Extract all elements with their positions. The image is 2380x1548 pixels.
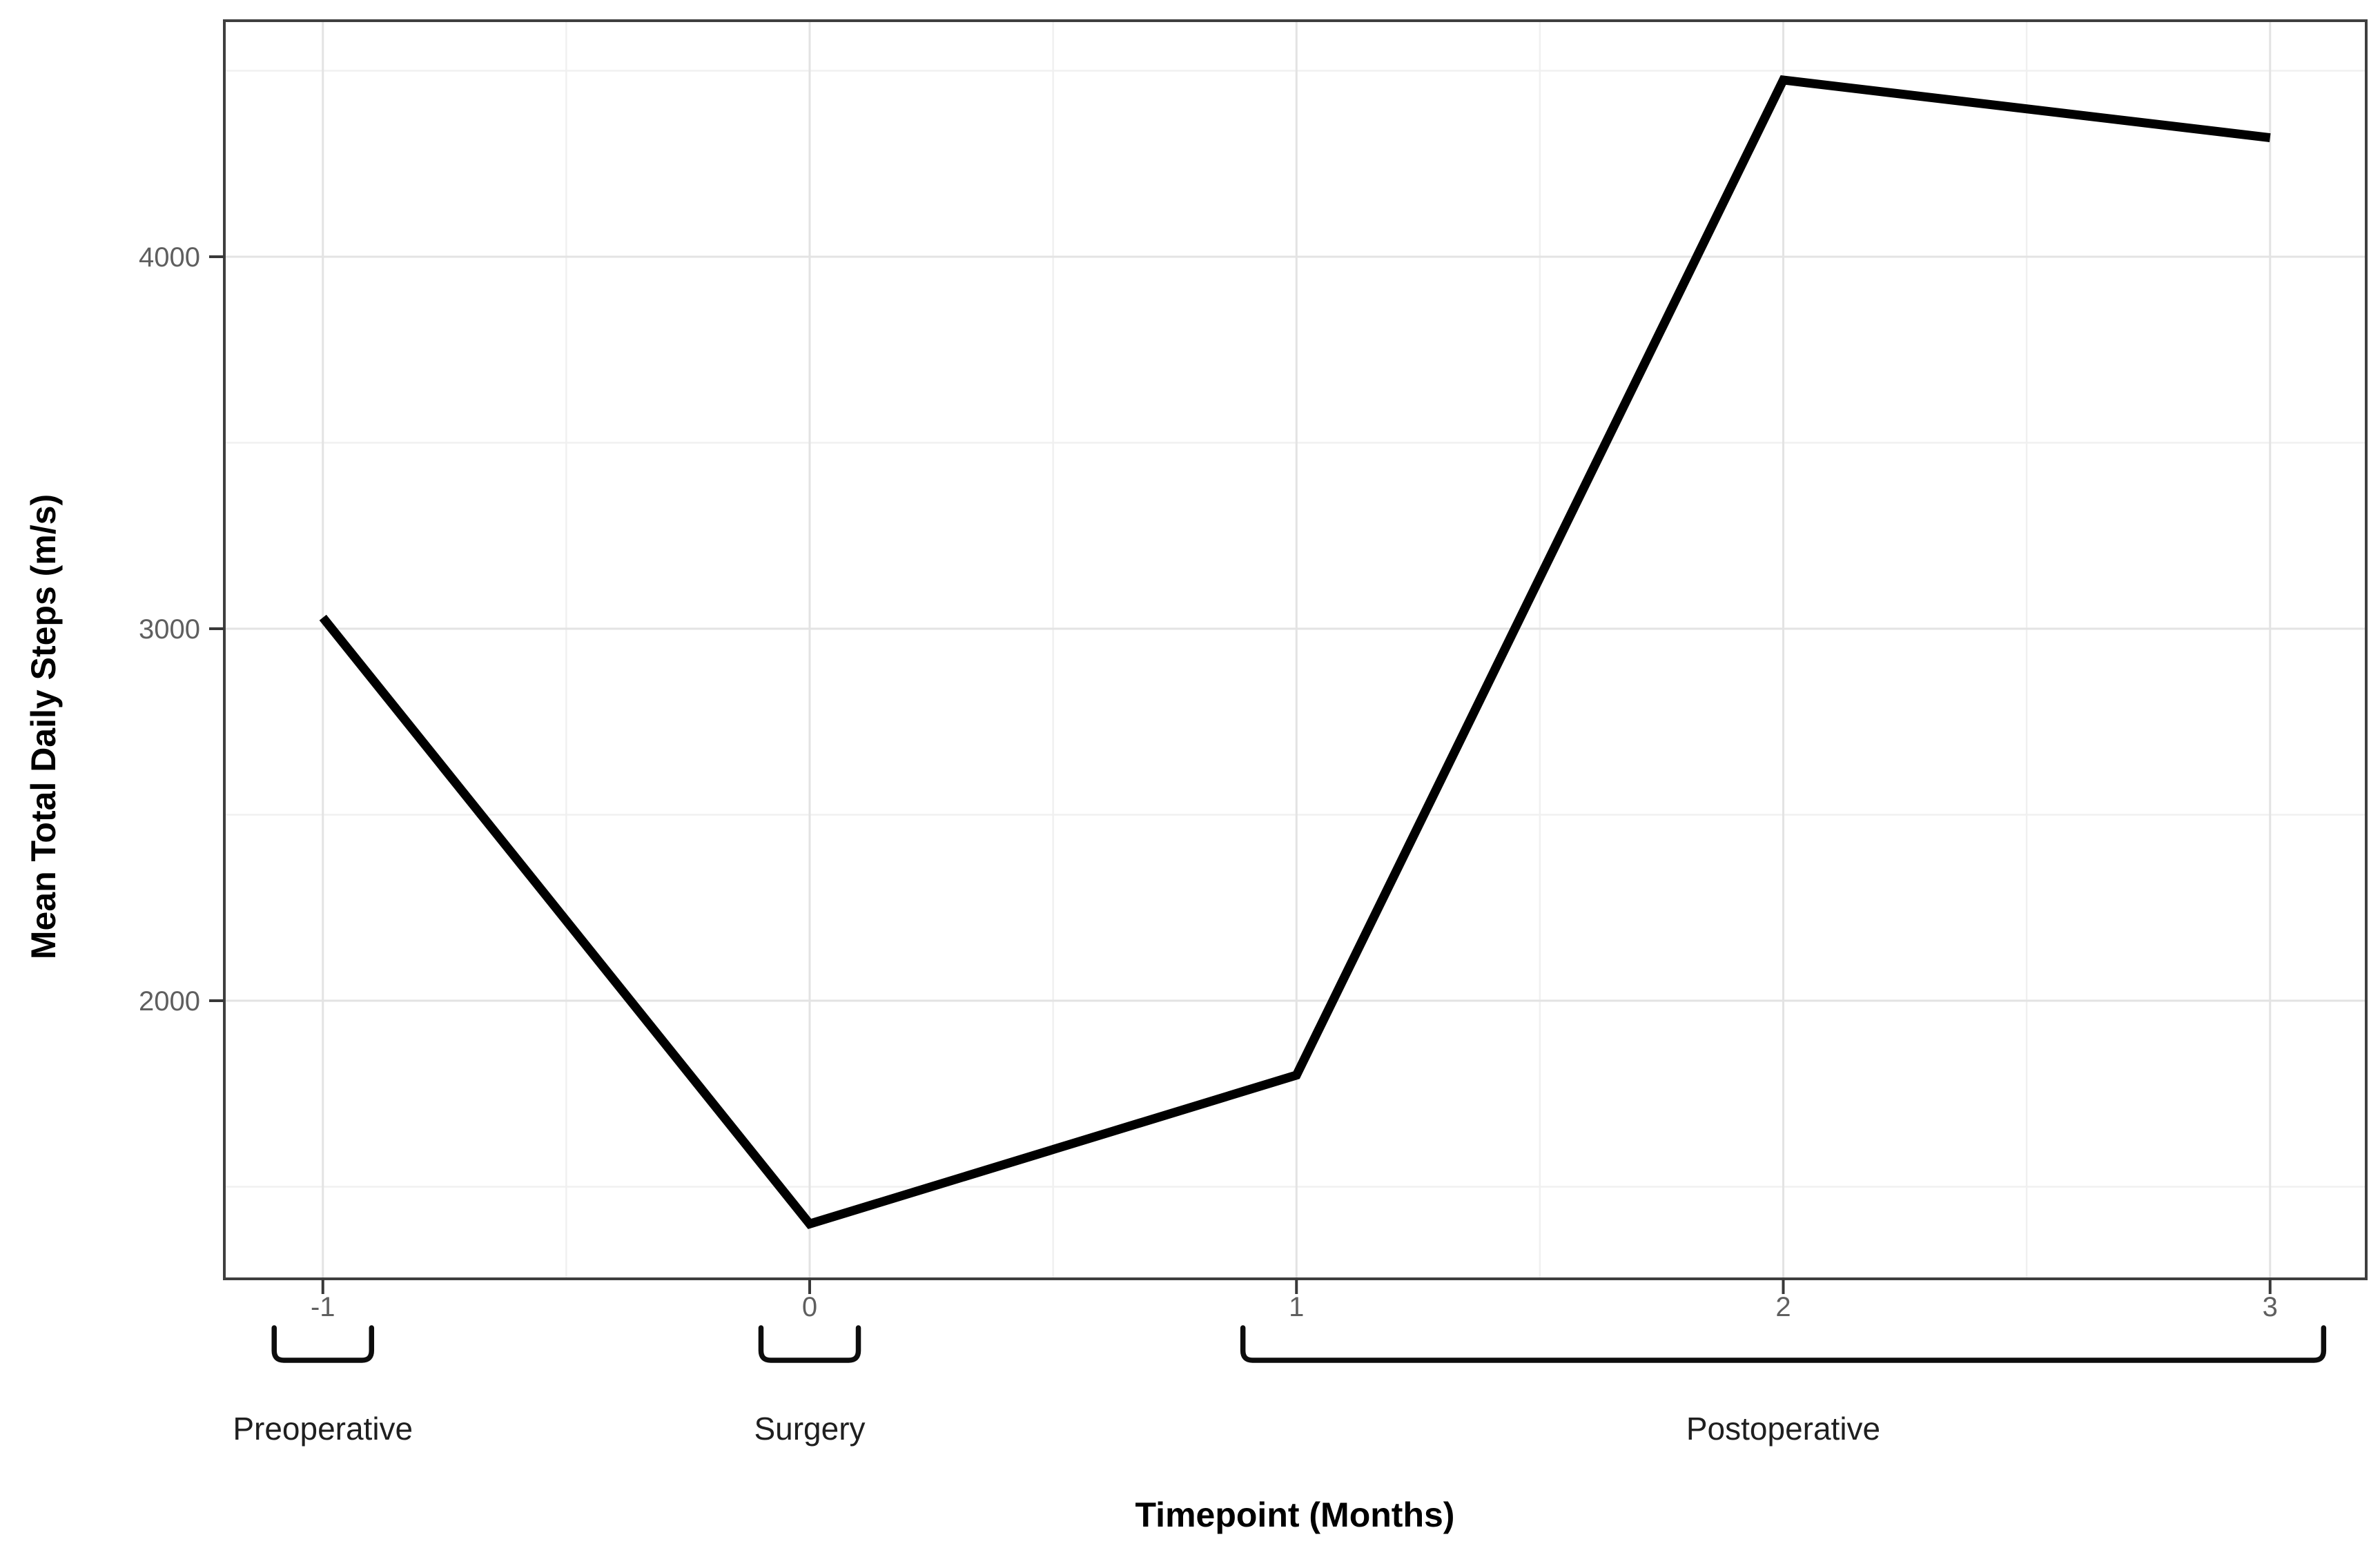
plot-panel: -1 0 1 2 3 2000 3000 4000 bbox=[139, 19, 2368, 1322]
phase-label: Surgery bbox=[754, 1411, 865, 1447]
gridlines-minor bbox=[224, 21, 2366, 1279]
y-tick-label: 2000 bbox=[139, 986, 200, 1017]
gridlines-major bbox=[224, 21, 2366, 1279]
phase-label: Postoperative bbox=[1686, 1411, 1880, 1447]
panel-background bbox=[224, 21, 2366, 1279]
y-axis-tick-labels: 2000 3000 4000 bbox=[139, 242, 200, 1017]
x-tick-label: 1 bbox=[1289, 1292, 1304, 1322]
phase-bracket bbox=[758, 1325, 861, 1363]
y-tick-label: 4000 bbox=[139, 242, 200, 273]
axis-tick-marks bbox=[209, 255, 2272, 1294]
phase-label: Preoperative bbox=[233, 1411, 413, 1447]
x-tick-label: -1 bbox=[311, 1292, 335, 1322]
phase-bracket bbox=[271, 1325, 375, 1363]
x-tick-label: 3 bbox=[2263, 1292, 2278, 1322]
phase-bracket bbox=[1240, 1325, 2327, 1363]
y-axis-title: Mean Total Daily Steps (m/s) bbox=[24, 494, 63, 959]
steps-line-series bbox=[319, 75, 2271, 1229]
x-tick-label: 0 bbox=[802, 1292, 817, 1322]
x-axis-title: Timepoint (Months) bbox=[1135, 1496, 1455, 1534]
y-tick-label: 3000 bbox=[139, 614, 200, 645]
x-axis-tick-labels: -1 0 1 2 3 bbox=[311, 1292, 2278, 1322]
x-tick-label: 2 bbox=[1775, 1292, 1791, 1322]
phase-annotations: Preoperative Surgery Postoperative bbox=[233, 1325, 2327, 1447]
